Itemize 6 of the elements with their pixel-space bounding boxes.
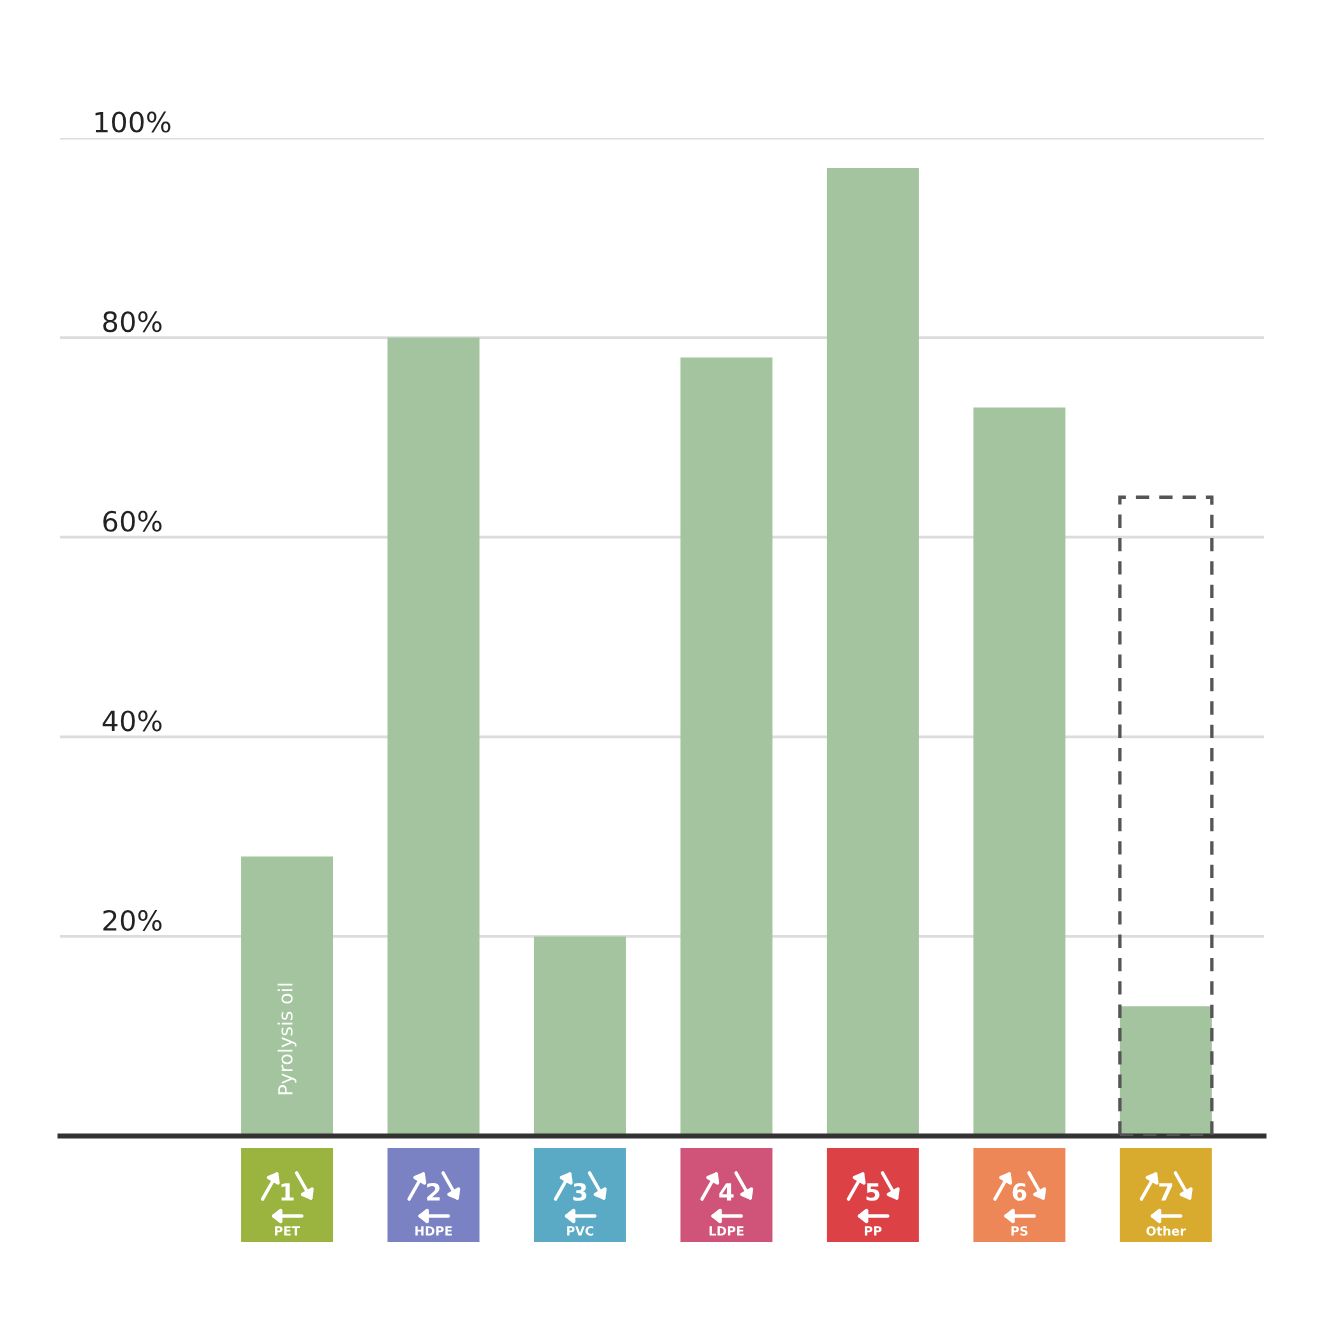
y-tick-label: 80% <box>103 311 162 333</box>
y-tick-label: 100% <box>95 111 171 133</box>
y-tick-label: 20% <box>103 910 162 932</box>
annotation: Pyrolysis oil <box>277 983 297 1095</box>
y-tick-label: 60% <box>103 510 162 532</box>
y-tick-label: 40% <box>102 710 162 732</box>
